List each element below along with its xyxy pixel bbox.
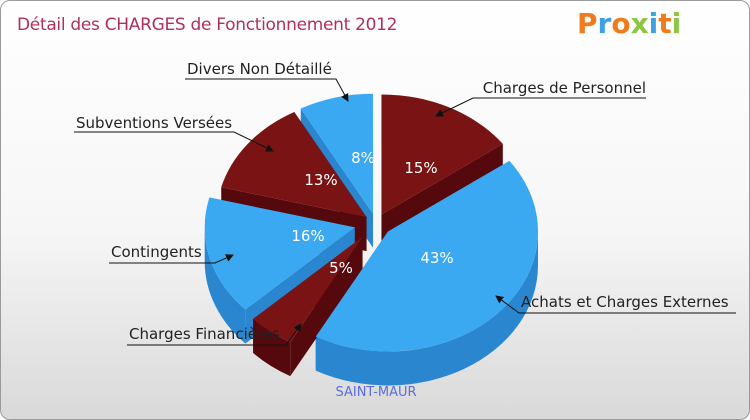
category-label: Charges Financières	[129, 325, 280, 343]
leader-line	[185, 78, 349, 102]
category-label: Divers Non Détaillé	[187, 60, 332, 78]
chart-title: Détail des CHARGES de Fonctionnement 201…	[17, 15, 398, 35]
pie-slice[interactable]	[381, 94, 503, 215]
logo-letter: r	[597, 7, 612, 40]
slice-percent-label: 43%	[420, 249, 453, 267]
slice-percent-label: 13%	[304, 171, 337, 189]
slice-percent-label: 15%	[404, 159, 437, 177]
pie-slice[interactable]	[315, 160, 539, 352]
pie-slice[interactable]	[221, 111, 367, 218]
leader-line	[435, 97, 646, 117]
category-label: Subventions Versées	[76, 114, 232, 132]
leader-line	[74, 131, 274, 152]
category-label: Contingents	[111, 243, 202, 261]
leader-line	[127, 323, 302, 346]
slice-percent-label: 5%	[329, 259, 353, 277]
logo-letter: i	[671, 7, 682, 40]
category-label: Charges de Personnel	[483, 79, 646, 97]
pie-slice[interactable]	[204, 197, 355, 310]
pie-slice[interactable]	[253, 236, 363, 343]
pie-slice[interactable]	[300, 93, 374, 214]
logo-letter: i	[648, 7, 659, 40]
logo-letter: t	[658, 7, 672, 40]
logo-letter: x	[630, 7, 649, 40]
category-label: Achats et Charges Externes	[521, 293, 729, 311]
slice-percent-label: 8%	[351, 149, 375, 167]
slice-percent-label: 16%	[291, 227, 324, 245]
pie-slice-wall	[204, 227, 246, 344]
pie-slice-wall	[315, 231, 539, 386]
logo-letter: o	[611, 7, 631, 40]
proxiti-logo[interactable]: Proxiti	[577, 7, 681, 40]
leader-line	[495, 295, 736, 314]
leader-line	[109, 254, 234, 264]
logo-letter: P	[577, 7, 598, 40]
chart-subtitle: SAINT-MAUR	[335, 385, 417, 400]
